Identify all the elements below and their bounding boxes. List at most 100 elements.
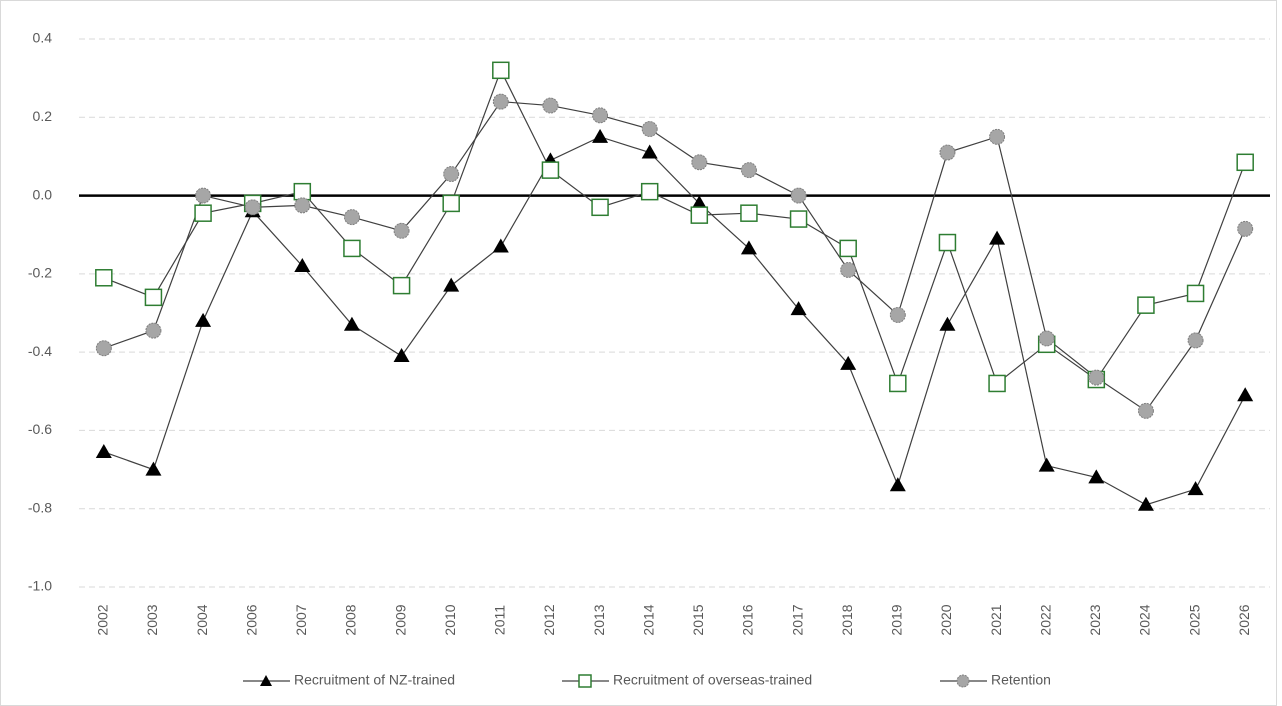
marker-triangle — [641, 144, 658, 159]
y-tick-label: -0.8 — [28, 499, 52, 515]
x-tick-label: 2018 — [839, 604, 855, 635]
marker-square — [1236, 153, 1254, 172]
marker-square — [492, 61, 510, 80]
legend-label: Retention — [991, 672, 1051, 688]
x-tick-label: 2009 — [392, 604, 408, 635]
marker-triangle — [443, 277, 460, 292]
marker-triangle — [1237, 387, 1254, 402]
x-tick-label: 2004 — [194, 604, 210, 635]
marker-triangle — [195, 312, 212, 327]
marker-square — [988, 374, 1006, 393]
x-tick-label: 2023 — [1087, 604, 1103, 635]
marker-square — [640, 182, 659, 201]
x-tick-label: 2026 — [1236, 604, 1252, 635]
x-tick-label: 2019 — [889, 604, 905, 635]
x-tick-label: 2007 — [293, 604, 309, 635]
marker-circle — [1237, 220, 1254, 237]
marker-circle — [492, 93, 509, 110]
marker-triangle — [492, 238, 509, 253]
marker-circle — [1137, 402, 1154, 419]
y-tick-label: 0.2 — [33, 108, 53, 124]
legend-label: Recruitment of NZ-trained — [294, 672, 455, 688]
marker-square — [740, 204, 758, 222]
series-line — [103, 136, 1246, 506]
marker-triangle — [592, 128, 609, 143]
x-tick-label: 2022 — [1037, 604, 1053, 635]
marker-square — [839, 239, 857, 258]
x-tick-label: 2013 — [591, 604, 607, 635]
marker-triangle — [393, 348, 410, 363]
marker-triangle — [343, 316, 360, 331]
x-tick-label: 2015 — [690, 604, 706, 635]
y-tick-label: -1.0 — [28, 578, 52, 594]
marker-triangle — [95, 443, 112, 458]
marker-square — [1186, 284, 1205, 303]
x-tick-label: 2020 — [938, 604, 954, 635]
marker-circle — [939, 144, 956, 161]
marker-triangle — [939, 316, 956, 331]
marker-circle — [840, 261, 857, 278]
x-tick-label: 2010 — [442, 604, 458, 635]
marker-circle — [195, 187, 212, 204]
marker-circle — [343, 209, 360, 226]
marker-circle — [95, 340, 112, 357]
marker-triangle — [740, 240, 757, 255]
x-tick-label: 2003 — [144, 604, 160, 635]
marker-circle — [1088, 369, 1105, 386]
x-tick-label: 2017 — [789, 604, 805, 635]
marker-triangle — [989, 230, 1006, 245]
x-tick-label: 2014 — [640, 604, 656, 635]
marker-circle — [145, 322, 162, 339]
marker-circle — [294, 197, 311, 214]
y-tick-label: -0.4 — [28, 343, 52, 359]
marker-square — [541, 161, 560, 179]
marker-square — [789, 210, 808, 228]
marker-triangle — [1137, 496, 1154, 511]
marker-circle — [691, 154, 708, 171]
marker-square — [392, 276, 411, 295]
legend-marker — [956, 674, 970, 688]
marker-circle — [443, 166, 460, 183]
x-tick-label: 2024 — [1137, 604, 1153, 635]
marker-triangle — [691, 195, 708, 210]
marker-circle — [989, 128, 1006, 145]
marker-triangle — [1038, 457, 1055, 472]
marker-triangle — [145, 461, 162, 476]
x-tick-label: 2021 — [988, 604, 1004, 635]
marker-triangle — [840, 355, 857, 370]
marker-square — [194, 204, 212, 222]
x-tick-label: 2008 — [343, 604, 359, 635]
y-tick-label: -0.6 — [28, 421, 52, 437]
marker-circle — [592, 107, 609, 124]
marker-circle — [740, 162, 757, 179]
marker-circle — [1038, 330, 1055, 347]
marker-circle — [393, 222, 410, 239]
x-tick-label: 2012 — [541, 604, 557, 635]
legend-marker — [578, 674, 592, 688]
y-tick-label: 0.0 — [33, 186, 53, 202]
x-tick-label: 2025 — [1186, 604, 1202, 635]
x-tick-label: 2016 — [740, 604, 756, 635]
legend-marker — [260, 675, 272, 686]
marker-square — [1137, 296, 1155, 314]
marker-square — [442, 194, 460, 213]
marker-square — [938, 233, 957, 252]
marker-circle — [889, 306, 906, 323]
marker-square — [690, 206, 709, 224]
marker-square — [293, 182, 312, 201]
y-tick-label: -0.2 — [28, 265, 52, 281]
marker-triangle — [1088, 469, 1105, 484]
marker-triangle — [294, 258, 311, 273]
legend-label: Recruitment of overseas-trained — [613, 672, 812, 688]
marker-square — [144, 288, 163, 307]
marker-circle — [790, 187, 807, 204]
marker-square — [343, 239, 361, 258]
marker-circle — [542, 97, 559, 114]
y-tick-label: 0.4 — [33, 30, 53, 46]
marker-square — [889, 374, 907, 393]
marker-circle — [641, 121, 658, 138]
marker-triangle — [790, 301, 807, 316]
marker-square — [95, 269, 113, 287]
